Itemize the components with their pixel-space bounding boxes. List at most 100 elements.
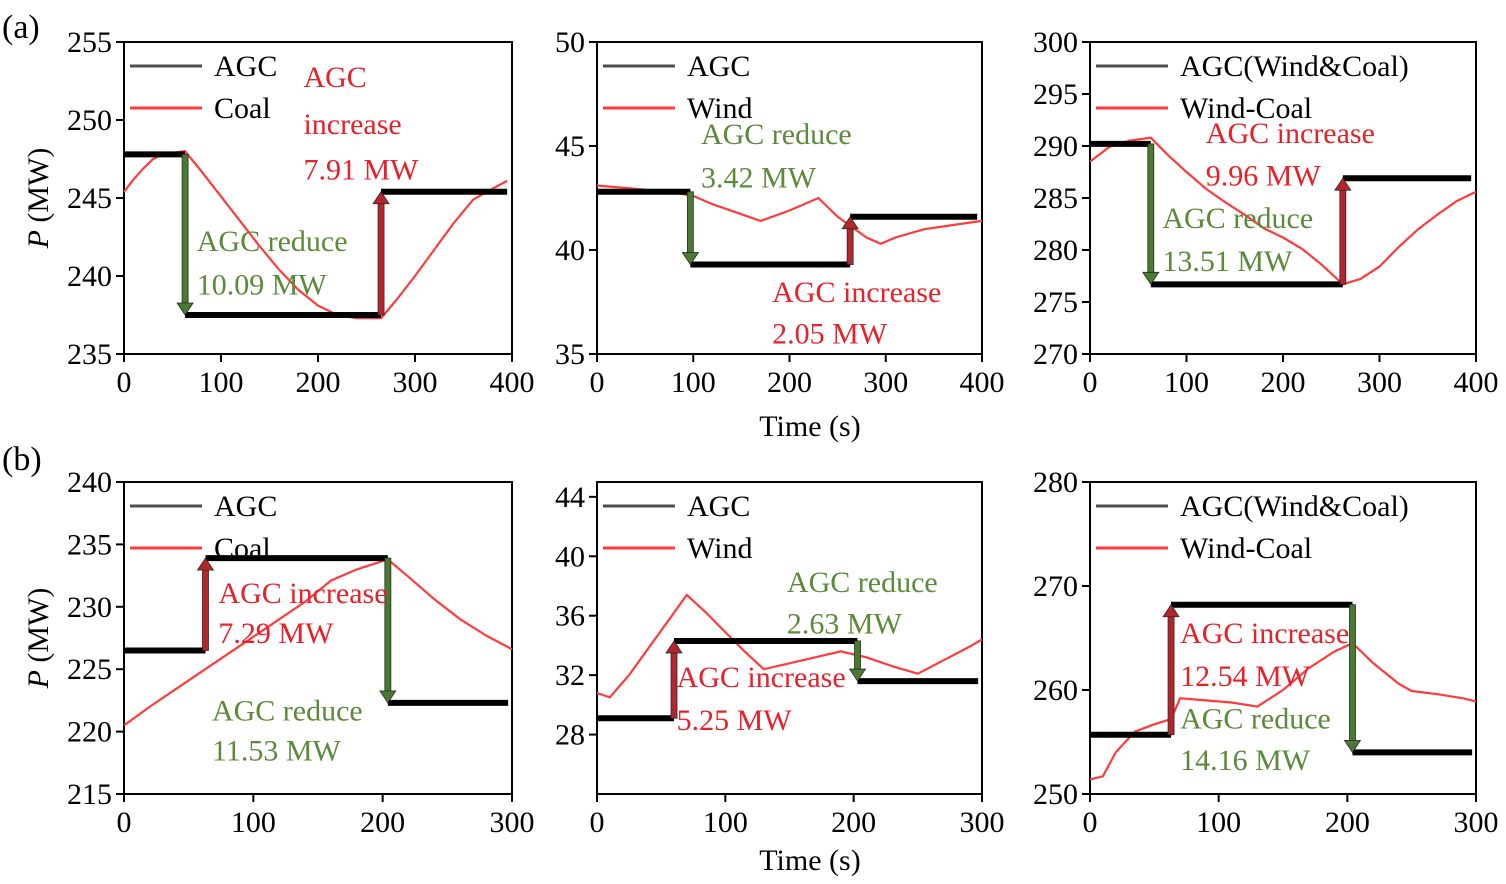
x-tick-label: 200 [360, 806, 405, 839]
increase-annotation: 7.91 MW [303, 153, 419, 186]
y-tick-label: 50 [555, 26, 585, 59]
x-tick-label: 200 [1325, 806, 1370, 839]
x-tick-label: 400 [1454, 366, 1499, 399]
x-tick-label: 300 [1454, 806, 1499, 839]
increase-arrow-head [196, 557, 215, 571]
increase-annotation: 7.29 MW [218, 617, 334, 650]
y-tick-label: 245 [67, 182, 112, 215]
y-tick-label: 44 [555, 481, 585, 514]
legend-label: Wind-Coal [1180, 532, 1312, 565]
increase-annotation: 9.96 MW [1206, 160, 1322, 193]
x-tick-label: 200 [831, 806, 876, 839]
increase-annotation: increase [303, 108, 401, 141]
increase-arrow-shaft [846, 228, 854, 265]
reduce-arrow-head [681, 252, 700, 266]
x-tick-label: 300 [490, 806, 535, 839]
increase-arrow-head [1162, 603, 1180, 618]
reduce-annotation: AGC reduce [701, 118, 852, 151]
x-tick-label: 100 [1164, 366, 1209, 399]
y-axis-title-row-b: P (MW) [22, 588, 55, 690]
reduce-annotation: 10.09 MW [197, 269, 328, 302]
y-tick-label: 280 [1033, 234, 1078, 267]
legend-label: Coal [214, 92, 271, 125]
y-tick-label: 275 [1033, 286, 1078, 319]
y-tick-label: 45 [555, 130, 585, 163]
reduce-annotation: 3.42 MW [701, 162, 817, 195]
y-tick-label: 215 [67, 778, 112, 811]
y-tick-label: 285 [1033, 182, 1078, 215]
increase-arrow-shaft [1339, 189, 1347, 285]
reduce-annotation: AGC reduce [212, 694, 363, 727]
increase-annotation: AGC increase [1180, 617, 1349, 650]
y-tick-label: 225 [67, 653, 112, 686]
legend-label: AGC [214, 490, 277, 523]
x-tick-label: 0 [1083, 806, 1098, 839]
y-tick-label: 270 [1033, 338, 1078, 371]
reduce-annotation: 2.63 MW [787, 608, 903, 641]
legend-label: AGC(Wind&Coal) [1180, 490, 1409, 523]
increase-arrow-head [1334, 177, 1352, 191]
y-tick-label: 28 [555, 719, 585, 752]
reduce-arrow-head [176, 302, 194, 316]
plot-frame [123, 481, 513, 795]
y-tick-label: 235 [67, 338, 112, 371]
reduce-arrow-head [848, 668, 867, 682]
x-tick-label: 100 [199, 366, 244, 399]
increase-arrow-shaft [1167, 616, 1175, 736]
y-tick-label: 300 [1033, 26, 1078, 59]
plot-frame [1089, 481, 1477, 795]
increase-annotation: 2.05 MW [772, 318, 888, 351]
x-tick-label: 300 [863, 366, 908, 399]
plot-frame [596, 481, 983, 795]
x-tick-label: 300 [1357, 366, 1402, 399]
panel-a1: 235 240 245 250 255 0 100 200 300 400 AGC increase 7… [67, 26, 535, 399]
x-tick-label: 100 [1196, 806, 1241, 839]
reduce-arrow-head [1142, 271, 1160, 286]
y-tick-label: 36 [555, 600, 585, 633]
x-tick-label: 200 [296, 366, 341, 399]
x-tick-label: 0 [1083, 366, 1098, 399]
increase-annotation: AGC [303, 61, 366, 94]
x-tick-label: 200 [767, 366, 812, 399]
reduce-annotation: AGC reduce [1180, 702, 1331, 735]
legend-label: AGC [214, 50, 277, 83]
y-tick-label: 32 [555, 659, 585, 692]
y-axis-title-row-a: P (MW) [22, 148, 55, 250]
y-axis-title-unit: (MW) [22, 588, 55, 670]
y-tick-label: 255 [67, 26, 112, 59]
increase-arrow-shaft [202, 569, 209, 651]
reduce-arrow-shaft [181, 153, 189, 304]
panel-b3: 250 260 270 280 0 100 200 300 AGC increase 12.54 … [1033, 466, 1499, 839]
y-tick-label: 260 [1033, 674, 1078, 707]
x-tick-label: 100 [231, 806, 276, 839]
reduce-annotation: AGC reduce [787, 566, 938, 599]
reduce-annotation: AGC reduce [197, 225, 348, 258]
reduce-annotation: 14.16 MW [1180, 744, 1311, 777]
y-tick-label: 250 [67, 104, 112, 137]
x-tick-label: 0 [590, 806, 605, 839]
increase-annotation: AGC increase [1206, 117, 1375, 150]
y-tick-label: 295 [1033, 78, 1078, 111]
reduce-arrow-head [379, 690, 397, 704]
x-axis-title-row-b: Time (s) [759, 844, 860, 877]
increase-arrow-head [665, 640, 683, 654]
x-tick-label: 100 [703, 806, 748, 839]
power-series-line [123, 558, 513, 727]
x-tick-label: 300 [393, 366, 438, 399]
y-tick-label: 290 [1033, 130, 1078, 163]
reduce-annotation: 11.53 MW [212, 734, 342, 767]
x-tick-label: 100 [671, 366, 716, 399]
x-tick-label: 300 [960, 806, 1005, 839]
x-tick-label: 0 [117, 806, 132, 839]
x-tick-label: 400 [960, 366, 1005, 399]
y-tick-label: 40 [555, 540, 585, 573]
legend-label: Wind [687, 532, 752, 565]
increase-annotation: 5.25 MW [677, 704, 793, 737]
panel-label-b: (b) [2, 441, 42, 478]
increase-annotation: AGC increase [772, 276, 941, 309]
increase-arrow-head [841, 215, 859, 230]
y-axis-title-symbol: P [22, 670, 55, 689]
x-axis-title-row-a: Time (s) [759, 410, 860, 443]
panel-b1: 215 220 225 230 235 240 0 100 200 300 AGC increase… [67, 466, 535, 839]
